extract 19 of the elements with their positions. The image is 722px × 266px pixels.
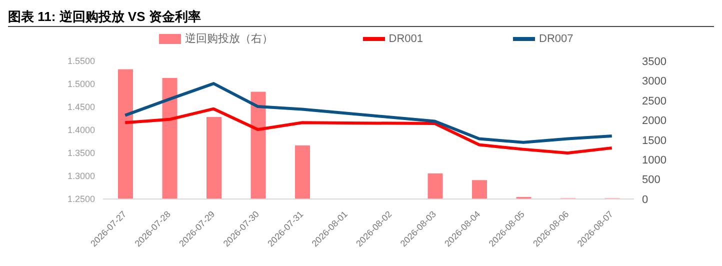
y-tick-label: 1.2500 [67,194,95,204]
y-tick-label: 1.5000 [67,79,95,90]
y2-tick-label: 1000 [642,154,666,166]
y2-tick-label: 3500 [642,56,666,68]
y-tick-label: 1.5500 [67,56,95,66]
legend-label: DR007 [539,32,574,44]
y2-tick-label: 1500 [642,134,666,147]
legend-label: DR001 [388,32,423,44]
legend-label: 逆回购投放（右） [184,32,273,46]
y2-tick-label: 2500 [642,95,666,108]
y-tick-label: 1.3000 [67,171,95,182]
y-tick-label: 1.4500 [67,102,95,112]
chart-title: 图表 11: 逆回购投放 VS 资金利率 [8,8,714,27]
y-tick-label: 1.4000 [67,125,95,136]
y2-tick-label: 2000 [642,115,666,128]
y-tick-label: 1.3500 [67,148,95,158]
y2-tick-label: 3000 [642,76,666,88]
y2-tick-label: 0 [642,194,648,206]
y2-tick-label: 500 [642,174,660,186]
